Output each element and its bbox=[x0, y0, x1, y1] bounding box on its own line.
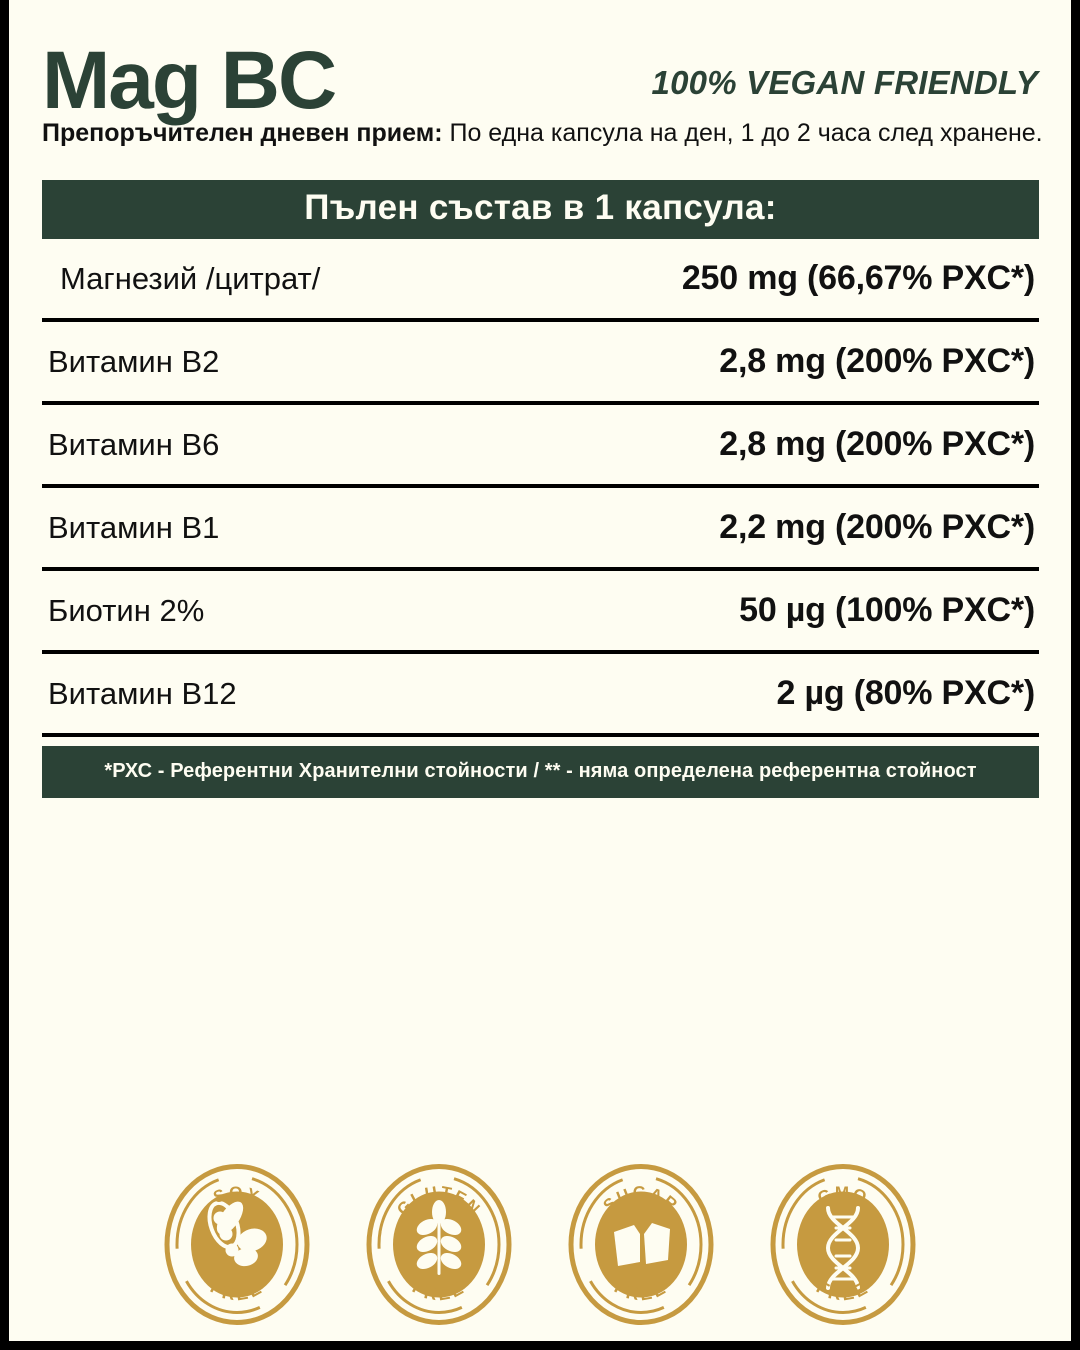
badge-gluten-free: GLUTEN FREE bbox=[366, 1164, 512, 1325]
table-row: Витамин B12 2 µg (80% PXC*) bbox=[42, 654, 1039, 737]
ingredient-amount: 2,2 mg (200% PXC*) bbox=[719, 508, 1035, 546]
ingredient-name: Биотин 2% bbox=[48, 592, 205, 628]
ingredient-name: Магнезий /цитрат/ bbox=[60, 260, 321, 296]
wheat-icon bbox=[416, 1200, 462, 1275]
badge-soy-free: SOY FREE bbox=[164, 1164, 310, 1325]
ingredient-amount: 2 µg (80% PXC*) bbox=[776, 674, 1036, 712]
sugar-cube-icon bbox=[614, 1223, 670, 1266]
product-title: Mag BC bbox=[42, 34, 337, 126]
ingredient-name: Витамин B1 bbox=[48, 509, 220, 545]
ingredient-amount: 250 mg (66,67% PXC*) bbox=[681, 259, 1035, 297]
ingredient-amount: 2,8 mg (200% PXC*) bbox=[719, 425, 1035, 463]
composition-footnote: *РХС - Референтни Хранителни стойности /… bbox=[42, 746, 1039, 798]
recommended-intake: Препоръчителен дневен прием: По една кап… bbox=[42, 118, 1043, 148]
soybean-icon bbox=[207, 1200, 267, 1267]
table-row: Магнезий /цитрат/ 250 mg (66,67% PXC*) bbox=[42, 239, 1039, 322]
table-row: Биотин 2% 50 µg (100% PXC*) bbox=[42, 571, 1039, 654]
badge-gmo-free: GMO FREE bbox=[770, 1164, 916, 1325]
table-row: Витамин B6 2,8 mg (200% PXC*) bbox=[42, 405, 1039, 488]
dna-helix-icon bbox=[825, 1206, 861, 1290]
vegan-friendly-badge-text: 100% VEGAN FRIENDLY bbox=[651, 64, 1038, 101]
recommended-intake-text: По една капсула на ден, 1 до 2 часа след… bbox=[442, 119, 1043, 147]
table-row: Витамин B1 2,2 mg (200% PXC*) bbox=[42, 488, 1039, 571]
ingredient-name: Витамин B6 bbox=[48, 426, 220, 462]
recommended-intake-label: Препоръчителен дневен прием: bbox=[42, 119, 443, 147]
composition-table: Пълен състав в 1 капсула: Магнезий /цитр… bbox=[42, 180, 1039, 798]
ingredient-name: Витамин B2 bbox=[48, 343, 220, 379]
badge-sugar-free: SUGAR FREE bbox=[568, 1164, 714, 1325]
ingredient-amount: 50 µg (100% PXC*) bbox=[739, 591, 1035, 629]
ingredient-amount: 2,8 mg (200% PXC*) bbox=[719, 342, 1035, 380]
table-row: Витамин B2 2,8 mg (200% PXC*) bbox=[42, 322, 1039, 405]
label-header: Mag BC 100% VEGAN FRIENDLY bbox=[42, 18, 1038, 126]
composition-table-heading: Пълен състав в 1 капсула: bbox=[42, 180, 1039, 239]
ingredient-name: Витамин B12 bbox=[48, 675, 237, 711]
certification-badges: SOY FREE bbox=[9, 1162, 1071, 1327]
